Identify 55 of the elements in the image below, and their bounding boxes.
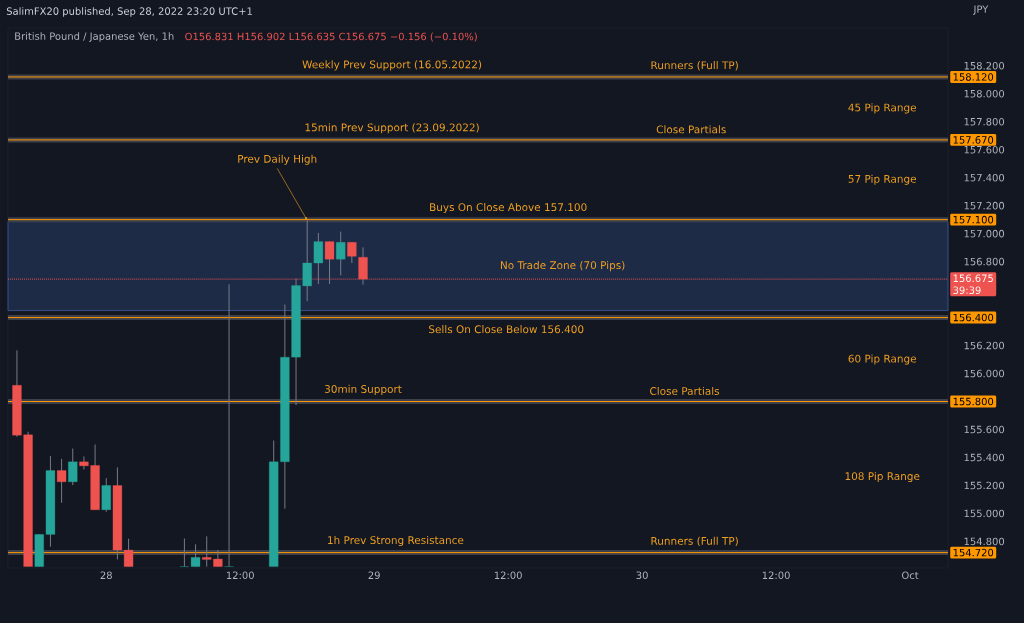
x-tick-label: 12:00 xyxy=(762,571,790,580)
annotation: Sells On Close Below 156.400 xyxy=(429,325,584,334)
y-tick-label: 157.400 xyxy=(964,173,1005,182)
y-tick-label: 155.600 xyxy=(964,425,1005,434)
annotation: 60 Pip Range xyxy=(848,354,917,365)
x-tick-label: 29 xyxy=(368,571,380,580)
ref-line-label: 157.100 xyxy=(953,215,994,224)
annotation: 1h Prev Strong Resistance xyxy=(328,535,464,547)
candlestick xyxy=(224,283,234,568)
ref-line-label: 156.675 xyxy=(953,274,993,283)
chart-title: SalimFX20 published, Sep 28, 2022 23:20 UTC+1 xyxy=(6,7,252,17)
y-tick-label: 155.400 xyxy=(964,453,1005,462)
annotation: Close Partials xyxy=(656,125,726,134)
y-tick-label: 154.800 xyxy=(964,537,1005,546)
y-tick-label: 156.800 xyxy=(964,257,1005,266)
y-tick-label: 157.200 xyxy=(964,201,1005,210)
ref-line-label: 158.120 xyxy=(953,73,994,81)
annotation: 57 Pip Range xyxy=(848,174,917,185)
annotation: Prev Daily High xyxy=(238,154,317,165)
x-tick-label: 12:00 xyxy=(226,571,254,580)
band-label: No Trade Zone (70 Pips) xyxy=(500,261,625,272)
annotation: 45 Pip Range xyxy=(848,103,917,114)
y-axis-title: JPY xyxy=(972,5,989,15)
annotation: Weekly Prev Support (16.05.2022) xyxy=(302,60,482,71)
y-tick-label: 156.000 xyxy=(964,369,1005,378)
candlestick xyxy=(336,231,346,276)
candlestick xyxy=(56,458,67,504)
ref-line-label: 155.800 xyxy=(953,397,994,406)
x-tick-label: 30 xyxy=(636,571,648,580)
annotation: 30min Support xyxy=(324,384,402,395)
y-tick-label: 157.000 xyxy=(964,229,1005,238)
ref-line-label: 156.400 xyxy=(953,313,994,322)
chart-subtitle: British Pound / Japanese Yen, 1h xyxy=(15,32,174,42)
annotation: O156.831 H156.902 L156.635 C156.675 −0.156 (−0.10%) xyxy=(185,32,477,42)
annotation: Buys On Close Above 157.100 xyxy=(430,203,587,214)
ref-line-label: 157.670 xyxy=(953,136,994,144)
y-tick-label: 157.600 xyxy=(964,145,1005,154)
y-tick-label: 156.200 xyxy=(964,341,1005,350)
annotation: Runners (Full TP) xyxy=(651,536,738,547)
y-tick-label: 155.200 xyxy=(964,481,1005,490)
y-tick-label: 155.000 xyxy=(964,509,1005,518)
x-tick-label: Oct xyxy=(902,571,919,580)
y-tick-label: 158.000 xyxy=(964,89,1005,98)
annotation: Runners (Full TP) xyxy=(651,61,738,71)
annotation: Close Partials xyxy=(650,386,720,395)
annotation: 108 Pip Range xyxy=(845,472,920,483)
y-tick-label: 158.200 xyxy=(964,61,1005,70)
x-tick-label: 12:00 xyxy=(494,571,522,580)
x-tick-label: 28 xyxy=(100,571,112,580)
text: 39:39 xyxy=(953,286,981,294)
annotation: 15min Prev Support (23.09.2022) xyxy=(305,123,479,134)
y-tick-label: 157.800 xyxy=(964,117,1005,126)
ref-line-label: 154.720 xyxy=(953,548,994,557)
candlestick xyxy=(347,241,357,264)
candlestick xyxy=(68,448,78,486)
